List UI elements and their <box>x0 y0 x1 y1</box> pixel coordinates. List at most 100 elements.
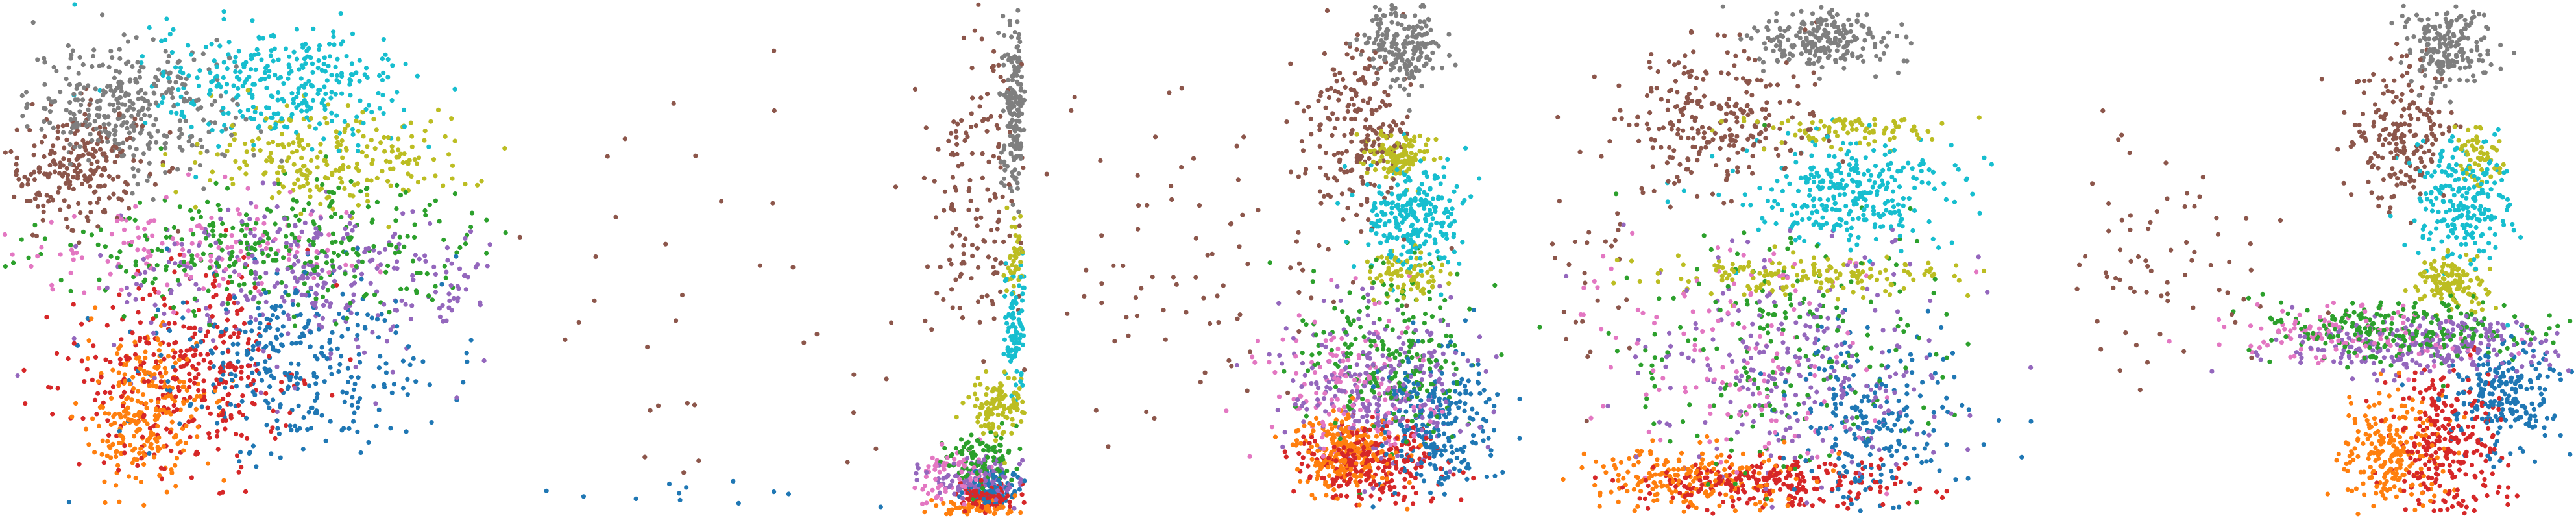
scatter-point <box>141 65 146 70</box>
scatter-point <box>487 242 492 247</box>
scatter-point <box>226 40 232 45</box>
scatter-point <box>1380 32 1385 38</box>
scatter-point <box>288 375 293 380</box>
scatter-point <box>999 436 1004 441</box>
scatter-point <box>1309 456 1315 462</box>
scatter-point <box>75 173 80 179</box>
scatter-point <box>39 127 44 132</box>
scatter-point <box>1093 408 1099 413</box>
scatter-point <box>1201 295 1206 301</box>
scatter-point <box>219 129 225 134</box>
scatter-point <box>252 281 258 286</box>
scatter-point <box>314 249 319 254</box>
scatter-point <box>291 140 296 145</box>
scatter-point <box>140 107 145 112</box>
scatter-point <box>962 463 967 469</box>
scatter-point <box>149 134 154 140</box>
scatter-point <box>55 136 60 141</box>
scatter-point <box>177 421 182 426</box>
scatter-point <box>230 225 236 230</box>
scatter-point <box>334 134 339 140</box>
scatter-point <box>290 302 296 308</box>
scatter-point <box>1372 182 1377 188</box>
scatter-point <box>256 362 261 367</box>
scatter-point <box>1001 176 1007 181</box>
scatter-point <box>110 441 115 447</box>
scatter-point <box>218 377 223 382</box>
scatter-point <box>454 254 459 259</box>
scatter-point <box>943 489 948 495</box>
scatter-point <box>914 471 919 476</box>
scatter-point <box>994 387 999 392</box>
scatter-point <box>1395 284 1401 290</box>
scatter-point <box>147 160 152 166</box>
scatter-point <box>369 315 374 321</box>
scatter-point <box>294 56 300 62</box>
scatter-point <box>219 412 225 417</box>
scatter-point <box>3 150 8 155</box>
scatter-point <box>249 356 254 362</box>
scatter-point <box>1415 352 1420 357</box>
scatter-point <box>275 143 280 148</box>
scatter-point <box>306 201 311 206</box>
scatter-point <box>44 193 49 198</box>
scatter-point <box>196 97 201 103</box>
scatter-point <box>291 262 297 267</box>
scatter-point <box>205 199 210 204</box>
scatter-point <box>1304 322 1309 327</box>
scatter-point <box>77 462 82 467</box>
scatter-point <box>1413 475 1418 481</box>
scatter-point <box>279 280 284 286</box>
scatter-point <box>1388 249 1393 254</box>
scatter-point <box>949 243 954 249</box>
scatter-point <box>365 144 370 149</box>
scatter-point <box>92 119 97 124</box>
scatter-point <box>302 261 308 266</box>
scatter-point <box>300 45 306 50</box>
scatter-point <box>103 357 108 362</box>
scatter-point <box>193 347 198 353</box>
scatter-point <box>1500 469 1505 475</box>
scatter-point <box>243 233 248 238</box>
scatter-point <box>143 336 148 341</box>
scatter-point <box>198 138 203 143</box>
scatter-point <box>143 233 148 238</box>
scatter-point <box>231 331 236 336</box>
scatter-point <box>348 179 354 184</box>
scatter-point <box>274 418 280 423</box>
scatter-point <box>1276 394 1282 399</box>
scatter-point <box>211 223 216 228</box>
scatter-point <box>299 63 304 68</box>
scatter-point <box>105 439 110 444</box>
scatter-point <box>388 327 393 332</box>
scatter-point <box>1452 343 1457 349</box>
scatter-point <box>388 426 393 431</box>
scatter-point <box>1014 402 1019 407</box>
scatter-point <box>339 240 344 245</box>
scatter-point <box>289 232 295 237</box>
scatter-point <box>276 111 281 116</box>
scatter-point <box>991 444 997 450</box>
scatter-point <box>444 269 449 275</box>
scatter-point <box>72 2 77 7</box>
scatter-point <box>685 401 690 406</box>
scatter-point <box>998 261 1003 266</box>
scatter-point <box>193 282 199 287</box>
scatter-point <box>172 341 177 346</box>
scatter-point <box>967 446 973 451</box>
scatter-point <box>334 144 339 149</box>
scatter-point <box>993 497 999 502</box>
scatter-point <box>982 457 987 462</box>
scatter-point <box>134 356 140 361</box>
scatter-point <box>93 189 98 194</box>
scatter-point <box>394 206 399 212</box>
scatter-point <box>1461 470 1466 475</box>
scatter-point <box>218 365 223 371</box>
scatter-point <box>1280 444 1285 450</box>
scatter-point <box>982 423 988 428</box>
scatter-point <box>328 214 334 219</box>
scatter-point <box>1418 50 1424 55</box>
scatter-point <box>176 282 182 287</box>
scatter-point <box>1007 130 1013 135</box>
scatter-point <box>311 374 317 379</box>
